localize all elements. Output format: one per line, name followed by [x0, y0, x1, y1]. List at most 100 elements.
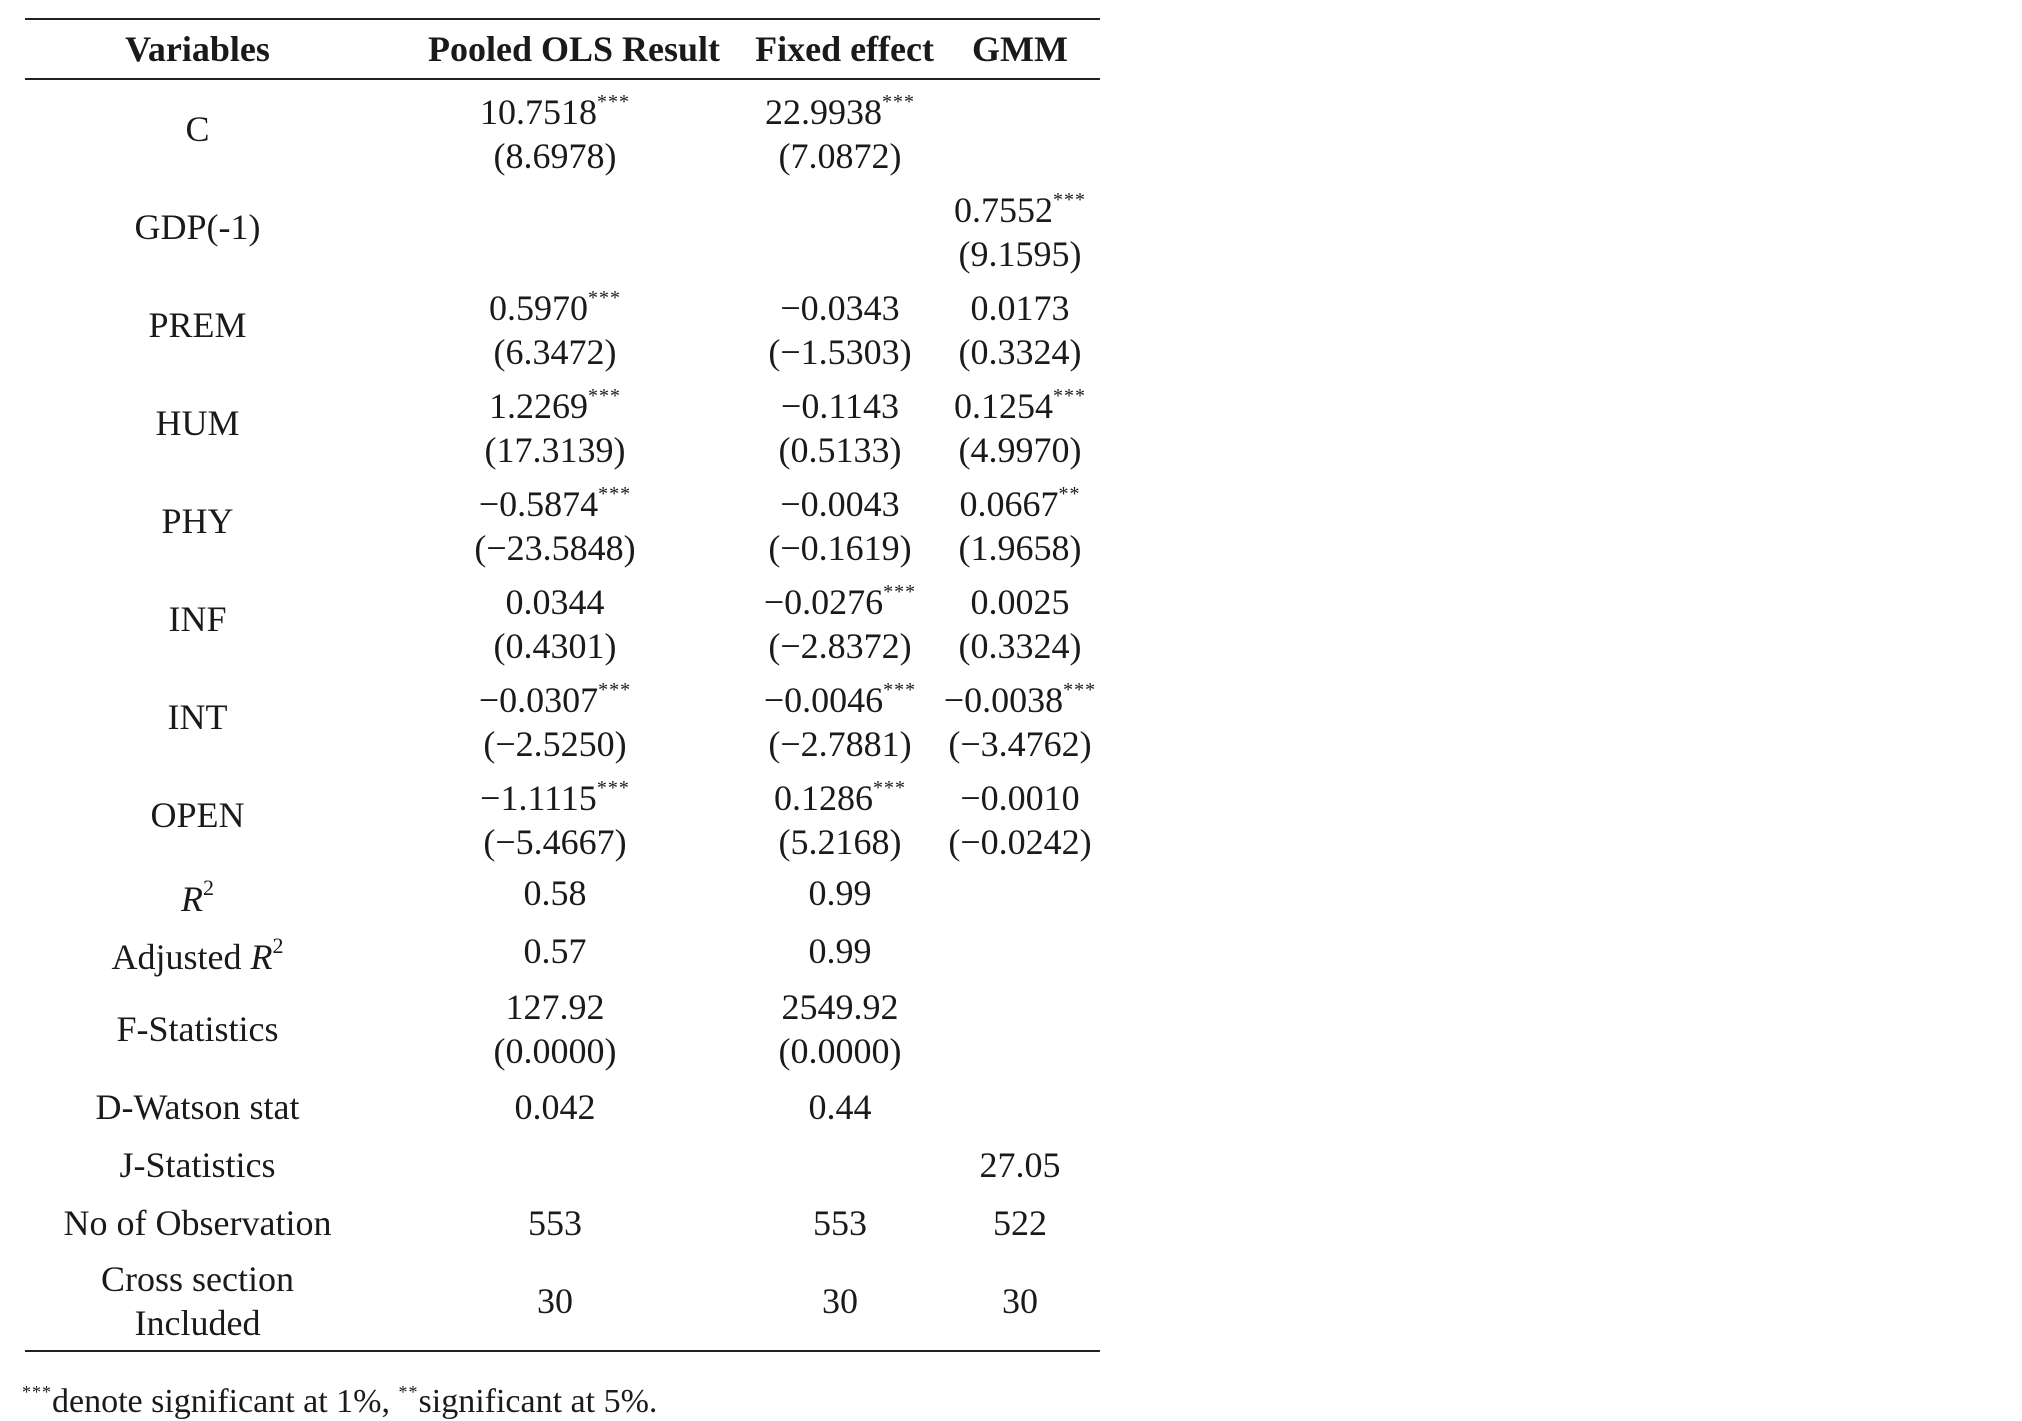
t-statistic: (1.9658) — [958, 528, 1082, 568]
coefficient-value: 0.0667** — [959, 483, 1081, 524]
coefficient-rows: C 10.7518*** (8.6978) 22.9938*** (7.0872) GDP… — [25, 79, 1100, 864]
jstat-pooled — [370, 1136, 740, 1194]
adj-r2-pooled: 0.57 — [523, 931, 587, 971]
significance-mark: *** — [883, 581, 917, 603]
t-statistic: (−2.8372) — [768, 626, 912, 666]
coefficient-value: 0.0344 — [505, 582, 605, 622]
regression-table: Variables Pooled OLS Result Fixed effect… — [25, 18, 1100, 1352]
significance-mark: *** — [588, 385, 621, 407]
dw-fixed: 0.44 — [808, 1087, 872, 1127]
coef-cell-fixed: −0.0046*** (−2.7881) — [740, 668, 940, 766]
r2-gmm — [940, 864, 1100, 922]
dw-pooled: 0.042 — [514, 1087, 596, 1127]
row-label: F-Statistics — [116, 1009, 279, 1049]
t-statistic: (4.9970) — [958, 430, 1082, 470]
coef-cell-gmm: 0.0025 (0.3324) — [940, 570, 1100, 668]
t-statistic: (6.3472) — [493, 332, 617, 372]
coefficient-value: −0.0043 — [780, 484, 900, 524]
table-row: HUM 1.2269*** (17.3139) −0.1143 (0.5133) 0.12… — [25, 374, 1100, 472]
significance-mark: *** — [588, 287, 621, 309]
row-adjusted-r2: Adjusted R2 0.57 0.99 — [25, 922, 1100, 980]
fstat-pooled: 127.92 (0.0000) — [493, 987, 617, 1071]
coefficient-value: 0.5970*** — [489, 287, 621, 328]
coef-cell-fixed: 0.1286*** (5.2168) — [740, 766, 940, 864]
footnote-mark-5pct: ** — [398, 1382, 419, 1402]
significance-mark: *** — [1063, 679, 1097, 701]
coefficient-value: 0.7552*** — [954, 189, 1086, 230]
t-statistic: (0.4301) — [493, 626, 617, 666]
table-row: GDP(-1) 0.7552*** (9.1595) — [25, 178, 1100, 276]
row-label: GDP(-1) — [134, 207, 261, 247]
row-label: No of Observation — [63, 1203, 332, 1243]
significance-mark: *** — [596, 777, 630, 799]
table-row: C 10.7518*** (8.6978) 22.9938*** (7.0872) — [25, 79, 1100, 178]
row-label: INF — [168, 599, 227, 639]
coef-cell-gmm: 0.1254*** (4.9970) — [940, 374, 1100, 472]
coef-cell-pooled: 0.5970*** (6.3472) — [370, 276, 740, 374]
nobs-pooled: 553 — [528, 1203, 582, 1243]
coef-cell-fixed — [740, 178, 940, 276]
coef-cell-gmm: −0.0010 (−0.0242) — [940, 766, 1100, 864]
row-f-statistics: F-Statistics 127.92 (0.0000) 2549.92 (0.00… — [25, 980, 1100, 1078]
coefficient-value: 22.9938*** — [765, 91, 915, 132]
row-j-statistics: J-Statistics 27.05 — [25, 1136, 1100, 1194]
t-statistic: (9.1595) — [958, 234, 1082, 274]
t-statistic: (−2.7881) — [768, 724, 912, 764]
fstat-gmm — [940, 980, 1100, 1078]
nobs-gmm: 522 — [993, 1203, 1047, 1243]
dw-gmm — [940, 1078, 1100, 1136]
significance-mark: *** — [598, 483, 632, 505]
t-statistic: (−5.4667) — [483, 822, 627, 862]
coef-cell-pooled: −0.5874*** (−23.5848) — [370, 472, 740, 570]
table-row: PREM 0.5970*** (6.3472) −0.0343 (−1.5303) 0.0… — [25, 276, 1100, 374]
coefficient-value: −0.0343 — [780, 288, 900, 328]
coefficient-value: 1.2269*** — [489, 385, 621, 426]
significance-mark: *** — [1053, 189, 1086, 211]
t-statistic: (7.0872) — [778, 136, 902, 176]
significance-mark: *** — [598, 679, 632, 701]
coefficient-value: −1.1115*** — [480, 777, 630, 818]
coef-cell-pooled: 0.0344 (0.4301) — [370, 570, 740, 668]
coefficient-value: 0.1286*** — [774, 777, 906, 818]
t-statistic: (0.3324) — [958, 626, 1082, 666]
jstat-gmm: 27.05 — [979, 1145, 1061, 1185]
coef-cell-gmm — [940, 79, 1100, 178]
table-row: INT −0.0307*** (−2.5250) −0.0046*** (−2.7881… — [25, 668, 1100, 766]
coefficient-value: −0.0276*** — [763, 581, 917, 622]
coefficient-value: 10.7518*** — [480, 91, 630, 132]
r2-pooled: 0.58 — [523, 873, 587, 913]
significance-mark: ** — [1058, 483, 1081, 505]
coef-cell-pooled: 10.7518*** (8.6978) — [370, 79, 740, 178]
row-r2: R2 0.58 0.99 — [25, 864, 1100, 922]
t-statistic: (−0.1619) — [768, 528, 912, 568]
significance-mark: *** — [883, 679, 917, 701]
fstat-fixed: 2549.92 (0.0000) — [778, 987, 902, 1071]
row-label: R2 — [181, 874, 214, 919]
t-statistic: (−0.0242) — [948, 822, 1092, 862]
coefficient-value: −0.0038*** — [943, 679, 1097, 720]
coef-cell-fixed: 22.9938*** (7.0872) — [740, 79, 940, 178]
table-row: PHY −0.5874*** (−23.5848) −0.0043 (−0.1619) 0… — [25, 472, 1100, 570]
t-statistic: (−3.4762) — [948, 724, 1092, 764]
summary-rows: R2 0.58 0.99 Adjusted R2 0.57 0.99 F-Sta… — [25, 864, 1100, 1352]
t-statistic: (8.6978) — [493, 136, 617, 176]
coef-cell-fixed: −0.0343 (−1.5303) — [740, 276, 940, 374]
row-label: J-Statistics — [119, 1145, 276, 1185]
coef-cell-fixed: −0.1143 (0.5133) — [740, 374, 940, 472]
adj-r2-gmm — [940, 922, 1100, 980]
r2-fixed: 0.99 — [808, 873, 872, 913]
header-variables: Variables — [25, 18, 370, 80]
significance-mark: *** — [882, 91, 915, 113]
coef-cell-pooled: −1.1115*** (−5.4667) — [370, 766, 740, 864]
table-row: INF 0.0344 (0.4301) −0.0276*** (−2.8372) 0.00… — [25, 570, 1100, 668]
row-observations: No of Observation 553 553 522 — [25, 1194, 1100, 1252]
footnote-mark-1pct: *** — [22, 1382, 52, 1402]
row-label: Adjusted R2 — [111, 932, 284, 977]
cross-pooled: 30 — [370, 1252, 740, 1352]
row-label: D-Watson stat — [95, 1087, 300, 1127]
coefficient-value: −0.1143 — [781, 386, 899, 426]
coef-cell-gmm: 0.0667** (1.9658) — [940, 472, 1100, 570]
adj-r2-fixed: 0.99 — [808, 931, 872, 971]
coefficient-value: −0.0307*** — [478, 679, 632, 720]
t-statistic: (0.5133) — [778, 430, 902, 470]
